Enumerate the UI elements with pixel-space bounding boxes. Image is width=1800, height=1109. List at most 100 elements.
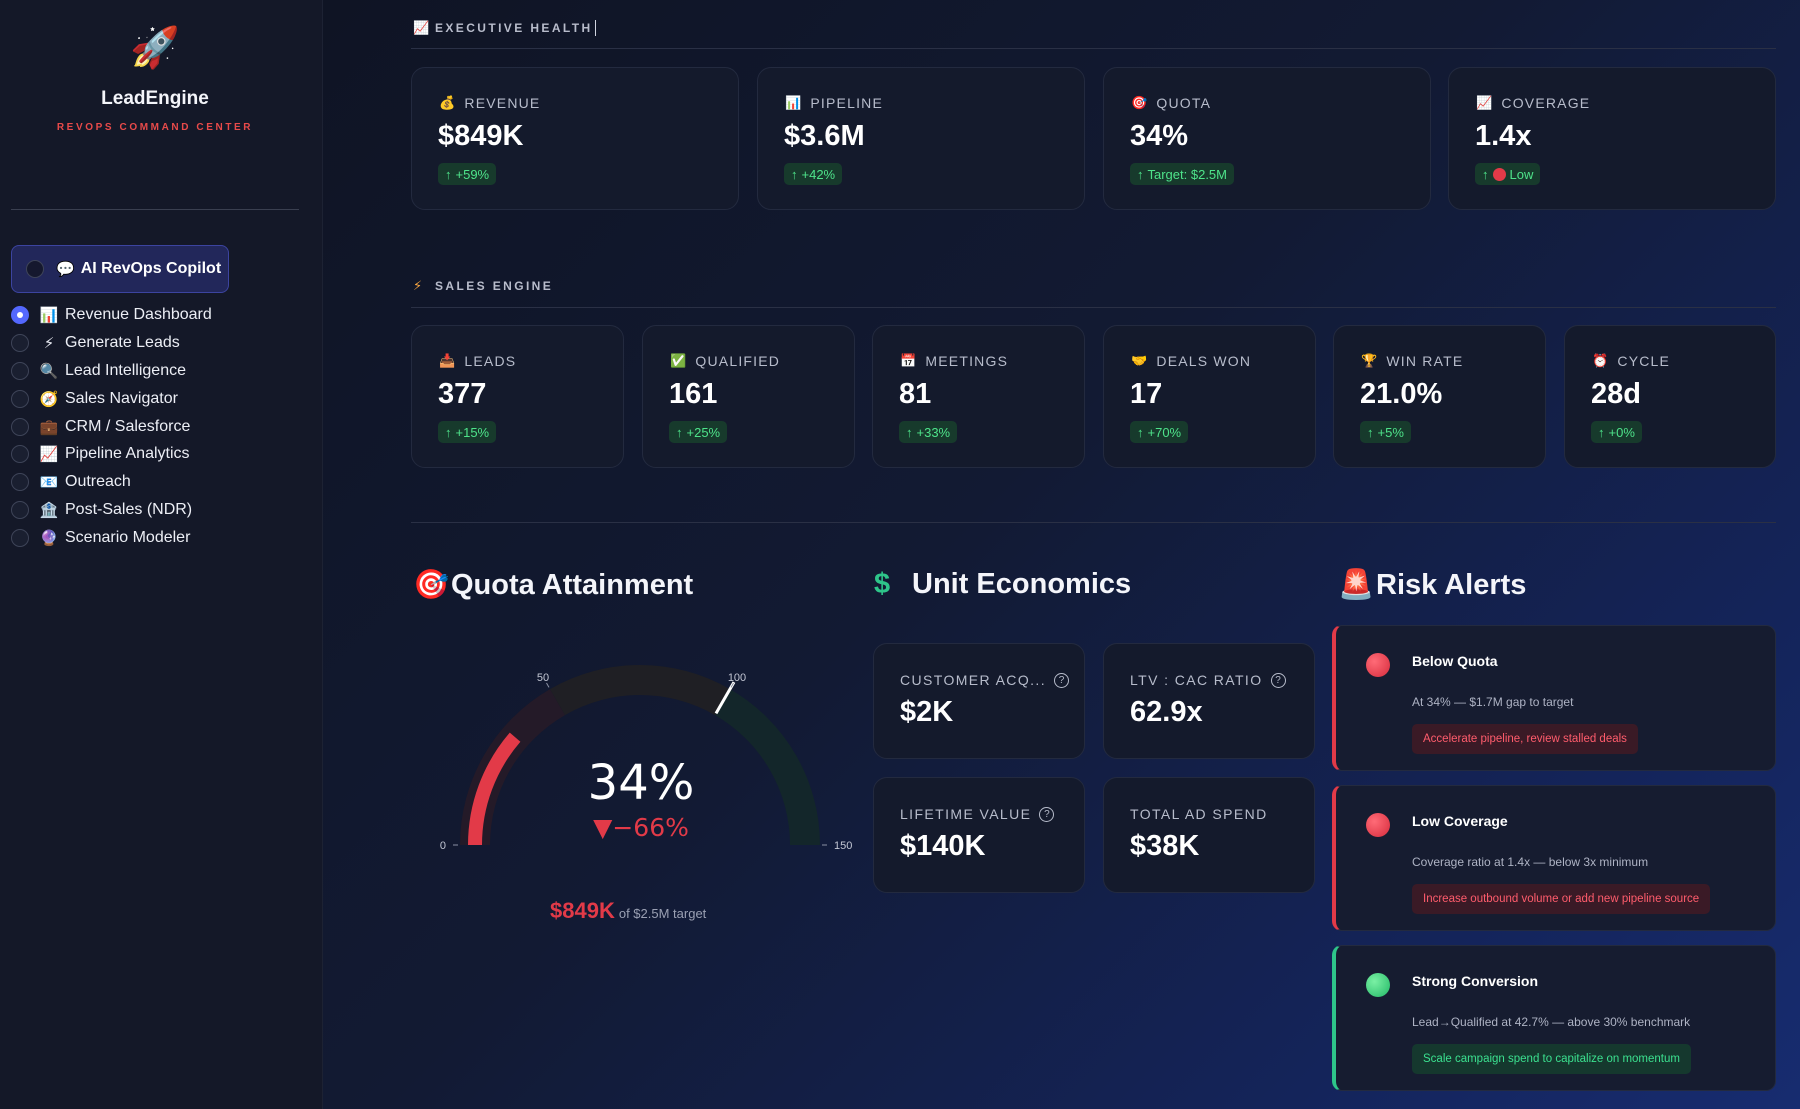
kpi-label: REVENUE	[464, 95, 541, 111]
briefcase-icon: 💼	[39, 418, 59, 436]
help-icon[interactable]: ?	[1053, 672, 1069, 688]
target-icon: 🎯	[1131, 95, 1149, 110]
metric-card-total-ad-spend: TOTAL AD SPEND $38K	[1103, 777, 1315, 893]
alert-low-coverage: Low Coverage Coverage ratio at 1.4x — be…	[1332, 785, 1776, 931]
nav-item-outreach[interactable]: 📧 Outreach	[11, 468, 212, 496]
nav-item-label: Sales Navigator	[65, 389, 178, 407]
kpi-label: CYCLE	[1617, 353, 1671, 369]
kpi-card-coverage: 📈 COVERAGE 1.4x ↑ Low	[1448, 67, 1776, 210]
red-circle-icon	[1366, 653, 1390, 677]
trend-chart-icon: 📈	[1476, 95, 1494, 110]
section-header-executive: 📈 EXECUTIVE HEALTH	[413, 20, 596, 36]
lightning-icon: ⚡	[43, 334, 55, 352]
arrow-up-icon: ↑	[445, 424, 452, 440]
kpi-card-revenue: 💰 REVENUE $849K ↑ +59%	[411, 67, 739, 210]
nav-item-generate-leads[interactable]: ⚡ Generate Leads	[11, 329, 212, 357]
radio-indicator[interactable]	[26, 260, 44, 278]
nav-item-sales-navigator[interactable]: 🧭 Sales Navigator	[11, 385, 212, 413]
kpi-value: 81	[899, 378, 932, 410]
speech-bubble-icon: 💬	[56, 261, 75, 278]
arrow-up-icon: ↑	[1137, 166, 1144, 182]
gauge-tick-mark	[730, 682, 734, 688]
nav-item-label: Lead Intelligence	[65, 361, 186, 379]
arrow-up-icon: ↑	[676, 424, 683, 440]
nav-item-post-sales[interactable]: 🏦 Post-Sales (NDR)	[11, 496, 212, 524]
arrow-up-icon: ↑	[906, 424, 913, 440]
calendar-icon: 📅	[900, 353, 918, 368]
nav-item-label: Scenario Modeler	[65, 529, 191, 547]
kpi-value: 1.4x	[1475, 120, 1532, 152]
kpi-delta-badge: ↑ Low	[1475, 163, 1541, 185]
nav-item-ai-copilot[interactable]: 💬 AI RevOps Copilot	[11, 245, 229, 293]
radio-indicator[interactable]	[11, 417, 29, 436]
nav-item-scenario-modeler[interactable]: 🔮 Scenario Modeler	[11, 524, 212, 552]
bar-chart-icon: 📊	[39, 306, 59, 324]
section-divider	[411, 522, 1776, 523]
radio-indicator[interactable]	[11, 445, 29, 464]
kpi-value: $849K	[438, 120, 524, 152]
unit-economics-header: $ Unit Economics	[874, 568, 1131, 601]
kpi-card-meetings: 📅 MEETINGS 81 ↑ +33%	[872, 325, 1085, 468]
nav-item-label: Revenue Dashboard	[65, 305, 212, 323]
nav-item-revenue-dashboard[interactable]: 📊 Revenue Dashboard	[11, 301, 212, 329]
kpi-delta-badge: ↑ +59%	[438, 163, 497, 185]
section-header-sales-engine: ⚡ SALES ENGINE	[413, 278, 553, 294]
trophy-icon: 🏆	[1361, 353, 1379, 368]
alert-title: Strong Conversion	[1412, 973, 1539, 989]
kpi-card-deals-won: 🤝 DEALS WON 17 ↑ +70%	[1103, 325, 1316, 468]
help-icon[interactable]: ?	[1270, 672, 1286, 688]
kpi-value: 161	[669, 378, 718, 410]
kpi-label: WIN RATE	[1386, 353, 1464, 369]
radio-indicator[interactable]	[11, 305, 29, 324]
nav-item-lead-intelligence[interactable]: 🔍 Lead Intelligence	[11, 357, 212, 385]
kpi-label: DEALS WON	[1156, 353, 1252, 369]
kpi-delta-badge: ↑ +42%	[784, 163, 843, 185]
handshake-icon: 🤝	[1131, 353, 1149, 368]
radio-indicator[interactable]	[11, 389, 29, 408]
trend-chart-icon: 📈	[413, 20, 430, 35]
kpi-delta-badge: ↑ Target: $2.5M	[1130, 163, 1234, 185]
arrow-up-icon: ↑	[1137, 424, 1144, 440]
radio-indicator[interactable]	[11, 361, 29, 380]
radio-indicator[interactable]	[11, 529, 29, 548]
kpi-label: COVERAGE	[1501, 95, 1591, 111]
nav-item-crm-salesforce[interactable]: 💼 CRM / Salesforce	[11, 413, 212, 441]
bank-icon: 🏦	[39, 502, 59, 520]
nav-item-pipeline-analytics[interactable]: 📈 Pipeline Analytics	[11, 440, 212, 468]
kpi-delta-badge: ↑ +15%	[438, 421, 497, 443]
nav-item-label: Outreach	[65, 473, 131, 491]
checkmark-icon: ✅	[670, 353, 688, 368]
red-circle-icon	[1366, 813, 1390, 837]
rocket-icon: 🚀	[130, 26, 180, 70]
nav-item-label: CRM / Salesforce	[65, 417, 191, 435]
kpi-delta-badge: ↑ +5%	[1360, 421, 1411, 443]
sidebar: 🚀 LeadEngine REVOPS COMMAND CENTER 💬 AI …	[0, 0, 323, 1109]
green-circle-icon	[1366, 973, 1390, 997]
arrow-up-icon: ↑	[791, 166, 798, 182]
help-icon[interactable]: ?	[1039, 806, 1055, 822]
sidebar-nav: 📊 Revenue Dashboard ⚡ Generate Leads 🔍 L…	[11, 301, 212, 552]
kpi-value: 377	[438, 378, 487, 410]
gauge-amount: $849K	[550, 898, 615, 923]
gauge-tick-label: 50	[537, 672, 549, 684]
email-icon: 📧	[39, 474, 59, 492]
section-heading: Unit Economics	[912, 568, 1132, 600]
gauge-caption: $849K of $2.5M target	[550, 898, 706, 924]
metric-label: LIFETIME VALUE	[900, 806, 1032, 822]
kpi-label: QUALIFIED	[695, 353, 781, 369]
radio-indicator[interactable]	[11, 501, 29, 520]
radio-indicator[interactable]	[11, 333, 29, 352]
quota-header: 🎯 Quota Attainment	[413, 568, 693, 602]
kpi-card-qualified: ✅ QUALIFIED 161 ↑ +25%	[642, 325, 855, 468]
gauge-band-mid	[550, 665, 730, 716]
kpi-card-leads: 📥 LEADS 377 ↑ +15%	[411, 325, 624, 468]
kpi-label: PIPELINE	[810, 95, 884, 111]
money-bag-icon: 💰	[439, 95, 457, 110]
radio-indicator[interactable]	[11, 473, 29, 492]
alert-below-quota: Below Quota At 34% — $1.7M gap to target…	[1332, 625, 1776, 771]
alert-strong-conversion: Strong Conversion Lead→Qualified at 42.7…	[1332, 945, 1776, 1091]
trend-chart-icon: 📈	[39, 446, 59, 464]
section-heading: Quota Attainment	[451, 568, 694, 601]
alert-action: Accelerate pipeline, review stalled deal…	[1412, 724, 1638, 754]
kpi-delta-badge: ↑ +0%	[1591, 421, 1642, 443]
